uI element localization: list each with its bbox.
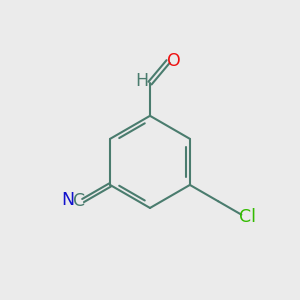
- Text: N: N: [61, 191, 74, 209]
- Text: H: H: [135, 72, 148, 90]
- Text: C: C: [74, 191, 86, 209]
- Text: Cl: Cl: [239, 208, 256, 226]
- Text: O: O: [167, 52, 180, 70]
